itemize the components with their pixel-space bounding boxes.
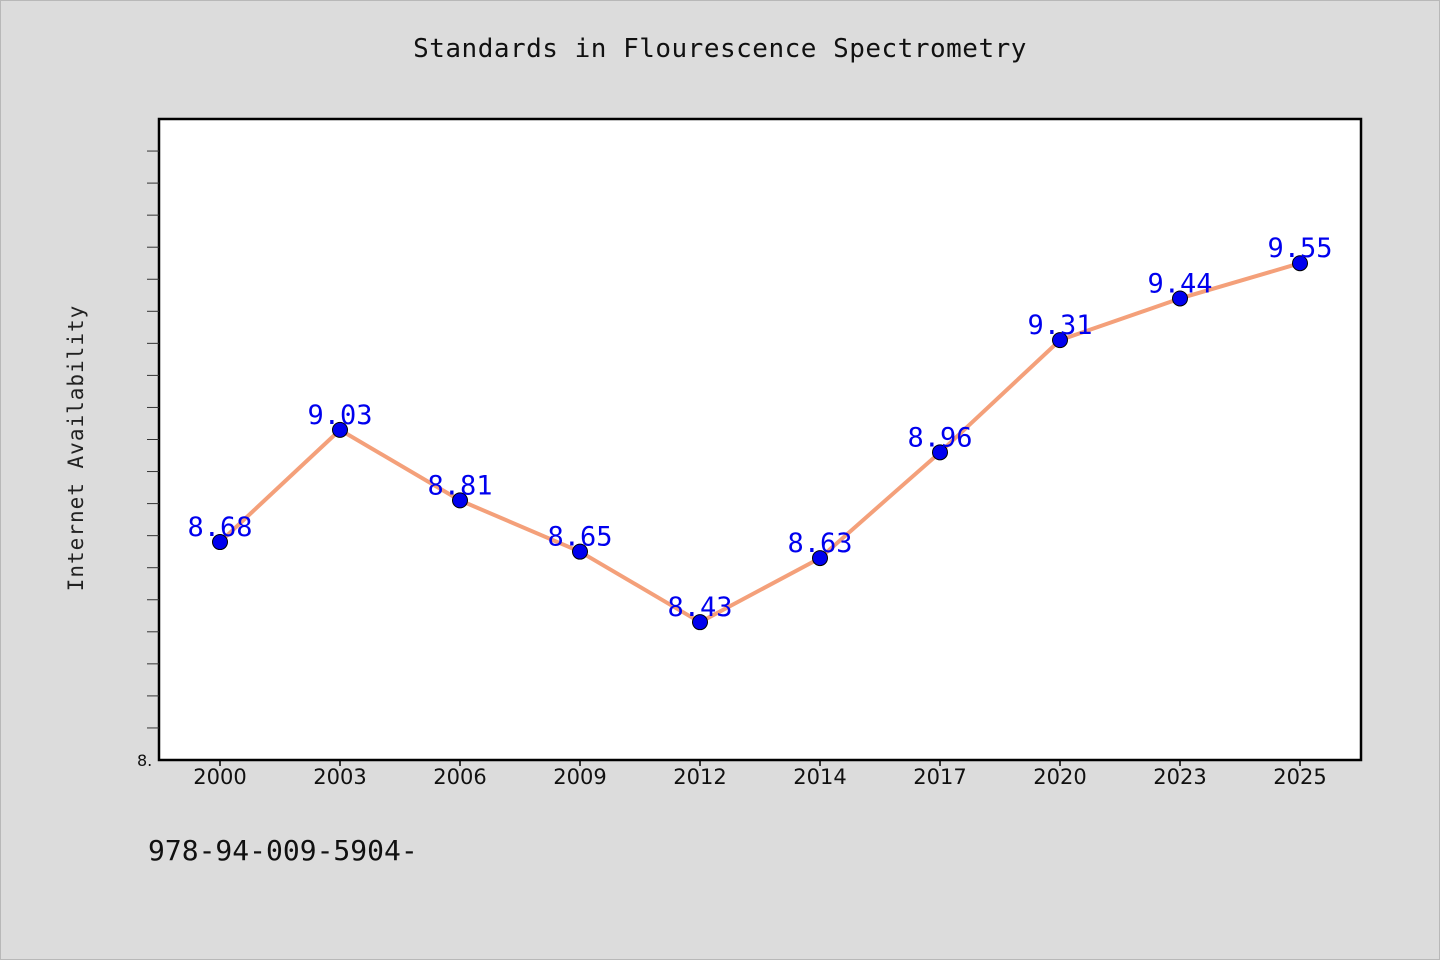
data-label: 9.44 (1147, 268, 1212, 299)
data-point (812, 550, 828, 567)
x-tick-label: 2014 (793, 765, 846, 789)
series-line (218, 261, 1301, 625)
plot-area (157, 117, 1363, 762)
x-tick-label: 2017 (913, 765, 966, 789)
x-tick-label: 2000 (193, 765, 246, 789)
data-point (1172, 290, 1188, 307)
x-tick-label: 2006 (433, 765, 486, 789)
data-point (932, 444, 948, 461)
y-tick-label: 8. (137, 751, 152, 770)
x-tick-label: 2020 (1033, 765, 1086, 789)
data-label: 9.31 (1027, 310, 1092, 341)
data-point (1292, 255, 1308, 272)
data-point (1052, 332, 1068, 349)
data-point (452, 492, 468, 509)
footer-text: 978-94-009-5904- (148, 834, 418, 867)
chart-title: Standards in Flourescence Spectrometry (413, 34, 1027, 64)
data-point (212, 534, 228, 551)
data-label: 8.43 (667, 592, 732, 623)
data-label: 8.96 (907, 422, 972, 453)
data-point (332, 421, 348, 438)
data-label: 8.63 (787, 528, 852, 559)
x-tick-label: 2025 (1273, 765, 1326, 789)
data-point (572, 543, 588, 560)
data-point (692, 614, 708, 631)
data-label: 8.81 (427, 470, 492, 501)
data-label: 8.65 (547, 522, 612, 553)
data-label: 8.68 (187, 512, 252, 543)
x-tick-label: 2012 (673, 765, 726, 789)
data-label: 9.03 (307, 400, 372, 431)
x-tick-label: 2009 (553, 765, 606, 789)
data-label: 9.55 (1267, 233, 1332, 264)
x-tick-label: 2003 (313, 765, 366, 789)
x-tick-label: 2023 (1153, 765, 1206, 789)
